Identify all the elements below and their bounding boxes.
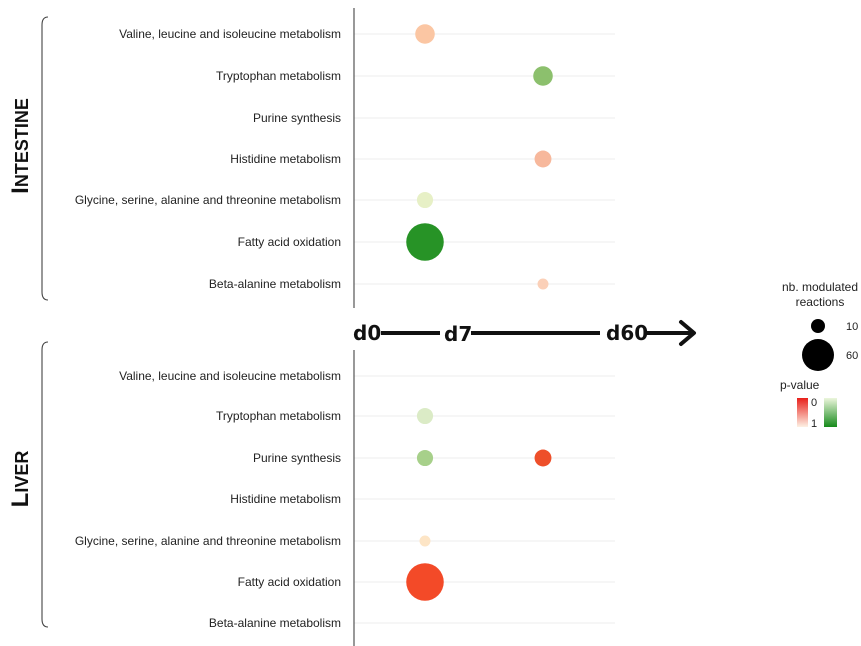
row-label: Beta-alanine metabolism bbox=[209, 616, 341, 630]
timeline-arrowhead bbox=[679, 320, 696, 346]
panel-title: LIVER bbox=[7, 451, 34, 508]
row-label: Purine synthesis bbox=[253, 111, 341, 125]
data-point bbox=[416, 191, 434, 209]
panel-title-initial: L bbox=[7, 493, 34, 508]
panel-titles: INTESTINE LIVER bbox=[7, 98, 34, 507]
size-legend-dot bbox=[802, 339, 834, 371]
panel-title-rest: IVER bbox=[12, 451, 32, 493]
row-label: Beta-alanine metabolism bbox=[209, 277, 341, 291]
size-legend-dot bbox=[811, 319, 825, 333]
panel-title-initial: I bbox=[7, 187, 34, 194]
gridlines bbox=[353, 8, 615, 646]
color-scale-up bbox=[797, 398, 808, 427]
row-label: Glycine, serine, alanine and threonine m… bbox=[75, 534, 341, 548]
row-label: Purine synthesis bbox=[253, 451, 341, 465]
row-label: Histidine metabolism bbox=[230, 152, 341, 166]
row-label: Histidine metabolism bbox=[230, 492, 341, 506]
row-label: Valine, leucine and isoleucine metabolis… bbox=[119, 369, 341, 383]
size-legend-title: reactions bbox=[796, 295, 845, 309]
color-legend-title: p-value bbox=[780, 378, 820, 392]
color-scale-down bbox=[824, 398, 837, 427]
time-label: d60 bbox=[606, 321, 648, 345]
panel-title-rest: NTESTINE bbox=[12, 98, 32, 187]
row-label: Fatty acid oxidation bbox=[238, 235, 341, 249]
row-label: Fatty acid oxidation bbox=[238, 575, 341, 589]
data-points bbox=[406, 24, 553, 601]
size-legend-label: 10 bbox=[846, 321, 858, 333]
color-legend-label: 0 bbox=[811, 397, 817, 409]
time-label: d0 bbox=[353, 321, 381, 345]
data-point bbox=[416, 407, 434, 425]
size-legend-title: nb. modulated bbox=[782, 280, 858, 294]
data-point bbox=[415, 24, 435, 44]
data-point bbox=[406, 223, 444, 261]
time-axis: d0 d7 d60 bbox=[353, 320, 696, 346]
row-label: Tryptophan metabolism bbox=[216, 69, 341, 83]
color-legend-label: 1 bbox=[811, 418, 817, 430]
data-point bbox=[406, 563, 444, 601]
panel-title: INTESTINE bbox=[7, 98, 34, 194]
brace bbox=[41, 16, 49, 301]
time-label: d7 bbox=[444, 322, 472, 346]
row-label: Glycine, serine, alanine and threonine m… bbox=[75, 193, 341, 207]
data-point bbox=[533, 66, 553, 86]
brace bbox=[41, 341, 49, 628]
row-label: Tryptophan metabolism bbox=[216, 409, 341, 423]
data-point bbox=[534, 150, 552, 168]
data-point bbox=[416, 449, 434, 467]
row-label: Valine, leucine and isoleucine metabolis… bbox=[119, 27, 341, 41]
data-point bbox=[534, 449, 552, 467]
row-labels: Valine, leucine and isoleucine metabolis… bbox=[75, 27, 341, 630]
panel-braces bbox=[41, 16, 49, 628]
size-legend-label: 60 bbox=[846, 350, 858, 362]
data-point bbox=[537, 278, 549, 290]
data-point bbox=[419, 535, 431, 547]
